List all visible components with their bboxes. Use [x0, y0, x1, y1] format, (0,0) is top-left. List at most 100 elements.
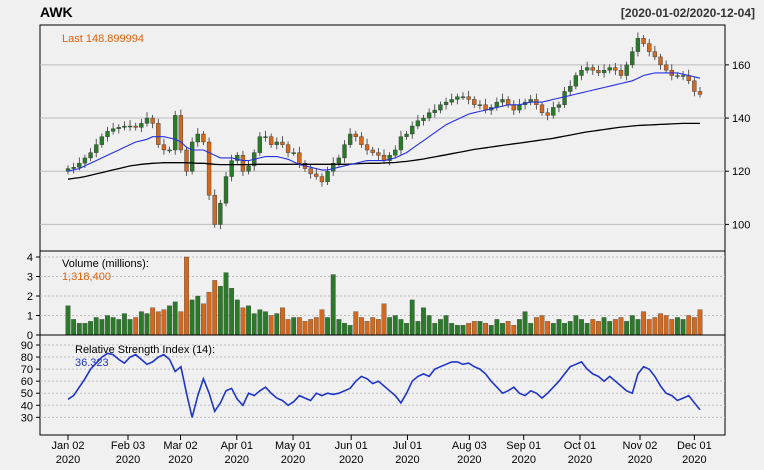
x-tick-label-date: Oct 01 — [564, 440, 596, 452]
volume-bar — [353, 311, 359, 336]
volume-bar — [545, 321, 551, 336]
candle-body — [410, 125, 415, 135]
volume-bar — [246, 305, 251, 336]
x-tick-label-date: Apr 01 — [221, 440, 253, 452]
candle-body — [618, 69, 624, 76]
volume-bar — [364, 321, 370, 336]
candle-body — [189, 141, 195, 172]
candle-body — [460, 96, 466, 98]
volume-bar — [691, 317, 697, 336]
volume-bar — [381, 303, 387, 336]
candle-body — [280, 141, 285, 145]
rsi-title: Relative Strength Index (14): — [75, 344, 215, 356]
candle-body — [268, 136, 274, 145]
volume-bar — [274, 313, 280, 336]
rsi-tick-label: 50 — [21, 388, 33, 400]
candle-body — [201, 133, 206, 143]
volume-bar — [562, 323, 567, 336]
candle-body — [415, 120, 421, 127]
candle-body — [624, 64, 629, 76]
x-tick-label-date: Jun 01 — [335, 440, 368, 452]
candle-body — [590, 67, 595, 71]
volume-bar — [488, 325, 494, 336]
volume-bar — [325, 317, 330, 336]
volume-bar — [212, 280, 218, 336]
volume-bar — [116, 319, 122, 336]
candle-body — [246, 165, 251, 172]
candle-body — [218, 202, 223, 225]
candle-body — [77, 163, 82, 168]
candle-body — [364, 144, 370, 151]
x-tick-label-year: 2020 — [457, 454, 481, 466]
volume-bar — [223, 272, 229, 336]
rsi-tick-label: 90 — [21, 340, 33, 352]
candle-body — [545, 112, 550, 116]
candle-body — [359, 136, 364, 145]
volume-bar — [415, 321, 421, 336]
volume-bar — [195, 295, 201, 336]
candle-body — [426, 112, 432, 119]
candle-body — [613, 67, 618, 71]
volume-tick-label: 2 — [27, 291, 33, 303]
volume-bar — [652, 317, 658, 336]
volume-bar — [675, 317, 680, 336]
volume-last-label: 1,318,400 — [62, 271, 111, 283]
volume-bar — [697, 309, 703, 336]
volume-tick-label: 4 — [27, 252, 33, 264]
candle-body — [308, 168, 313, 175]
volume-bar — [471, 321, 477, 336]
candle-body — [551, 107, 556, 116]
candle-body — [167, 149, 172, 152]
candle-body — [472, 99, 477, 105]
candle-body — [387, 155, 392, 161]
volume-bar — [607, 321, 613, 336]
volume-bar — [426, 315, 432, 336]
volume-bar — [313, 317, 319, 336]
candle-body — [240, 155, 246, 172]
x-tick-label-date: Jan 02 — [51, 440, 84, 452]
candle-body — [116, 127, 121, 129]
x-tick-label-date: Aug 03 — [452, 440, 487, 452]
volume-tick-label: 3 — [27, 272, 33, 284]
candle-body — [314, 173, 319, 177]
x-tick-label-year: 2020 — [339, 454, 363, 466]
volume-bar — [88, 321, 93, 336]
volume-bar — [663, 315, 669, 336]
volume-bar — [319, 309, 325, 336]
candle-body — [432, 109, 437, 113]
volume-bar — [76, 323, 82, 336]
chart-title: AWK — [40, 4, 73, 20]
candle-body — [229, 160, 234, 177]
volume-bar — [533, 317, 539, 336]
volume-bar — [133, 317, 139, 336]
candle-body — [438, 104, 443, 111]
volume-bar — [229, 288, 235, 336]
x-tick-label-date: Dec 01 — [677, 440, 712, 452]
x-tick-label-year: 2020 — [168, 454, 192, 466]
candle-body — [584, 67, 590, 71]
candle-body — [235, 155, 240, 161]
candle-body — [370, 149, 375, 153]
volume-panel: 0 1 2 3 4 Volume (millions): 1,318,400 — [27, 252, 725, 342]
volume-bar — [82, 323, 88, 336]
candle-body — [692, 80, 697, 92]
volume-bar — [144, 313, 150, 336]
date-range-label: [2020-01-02/2020-12-04] — [621, 6, 755, 20]
volume-bar — [71, 319, 77, 336]
volume-bar — [573, 315, 579, 336]
candle-body — [652, 51, 658, 58]
candle-body — [139, 123, 144, 128]
candle-body — [477, 104, 483, 106]
price-panel: 100 120 140 160 Last 148.899994 — [40, 32, 750, 231]
candle-body — [596, 69, 601, 74]
volume-bar — [268, 315, 274, 336]
candle-body — [156, 123, 161, 145]
candle-body — [331, 163, 336, 172]
candle-body — [500, 99, 505, 103]
candle-body — [697, 91, 703, 95]
candle-body — [393, 149, 398, 156]
candle-body — [206, 141, 212, 196]
candle-body — [65, 168, 71, 172]
volume-bar — [624, 321, 630, 336]
